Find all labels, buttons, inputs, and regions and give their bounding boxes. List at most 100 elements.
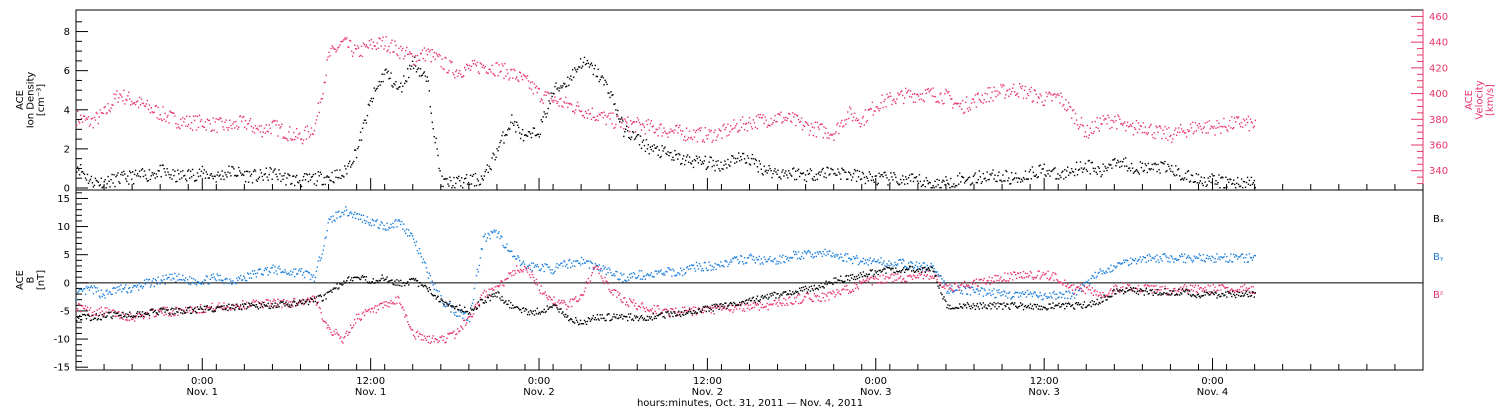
bz-point — [1213, 289, 1215, 291]
bz-point — [635, 308, 638, 310]
velocity-point — [1107, 114, 1109, 116]
density-point — [103, 181, 105, 183]
density-point — [915, 176, 918, 178]
velocity-point — [254, 125, 257, 127]
bz-point — [1074, 288, 1077, 290]
velocity-point — [1143, 131, 1145, 134]
velocity-point — [1108, 116, 1110, 119]
bz-point — [92, 314, 95, 316]
velocity-point — [509, 77, 511, 79]
by-point — [297, 272, 299, 275]
density-point — [1123, 158, 1125, 160]
bz-point — [670, 308, 672, 310]
by-point — [775, 263, 777, 265]
velocity-point — [1151, 134, 1153, 136]
density-point — [292, 175, 294, 177]
by-point — [126, 291, 128, 293]
by-point — [1016, 292, 1019, 294]
by-point — [859, 260, 862, 262]
bz-point — [443, 336, 445, 338]
bz-point — [312, 300, 315, 302]
density-point — [861, 171, 864, 174]
by-point — [1227, 261, 1229, 263]
velocity-point — [498, 64, 500, 66]
density-point — [409, 68, 412, 70]
by-point — [170, 279, 172, 281]
velocity-point — [1148, 126, 1150, 129]
density-point — [870, 179, 872, 182]
bz-point — [1090, 292, 1092, 294]
density-point — [204, 177, 207, 179]
bz-point — [274, 300, 276, 302]
bz-point — [518, 270, 520, 272]
velocity-point — [137, 106, 140, 109]
velocity-point — [774, 114, 776, 117]
bz-point — [447, 332, 449, 335]
density-point — [959, 172, 961, 174]
velocity-point — [755, 115, 758, 117]
bz-point — [152, 308, 154, 310]
bz-point — [541, 293, 543, 295]
density-point — [1168, 165, 1170, 168]
velocity-point — [1071, 109, 1074, 112]
by-point — [101, 295, 103, 298]
bz-point — [1009, 277, 1011, 280]
density-point — [930, 187, 932, 189]
bz-point — [875, 277, 877, 280]
velocity-point — [1159, 125, 1161, 127]
density-point — [679, 154, 681, 156]
bz-point — [437, 341, 439, 344]
density-point — [597, 68, 599, 71]
bx-point — [112, 315, 114, 317]
velocity-tick-label: 340 — [1429, 166, 1448, 177]
velocity-point — [761, 116, 763, 119]
velocity-point — [140, 98, 143, 100]
by-point — [909, 261, 912, 263]
by-point — [442, 302, 444, 305]
bz-point — [474, 303, 477, 306]
bz-point — [595, 265, 597, 267]
velocity-point — [236, 125, 238, 127]
bz-point — [348, 331, 350, 334]
density-point — [862, 173, 865, 175]
bz-point — [593, 268, 595, 270]
density-point — [704, 155, 706, 158]
velocity-point — [876, 106, 878, 108]
density-point — [1119, 166, 1121, 168]
by-point — [459, 315, 461, 317]
density-point — [749, 164, 752, 166]
velocity-point — [892, 99, 894, 102]
velocity-point — [568, 102, 570, 105]
by-point — [726, 261, 728, 263]
density-point — [726, 167, 728, 169]
velocity-point — [968, 106, 971, 109]
bz-point — [968, 286, 971, 288]
density-point — [593, 68, 595, 70]
density-point — [465, 174, 468, 176]
velocity-point — [934, 96, 936, 98]
velocity-point — [1070, 106, 1072, 108]
by-point — [802, 257, 805, 259]
density-point — [1213, 175, 1215, 177]
velocity-point — [616, 115, 618, 118]
bz-point — [421, 334, 424, 336]
density-point — [308, 173, 311, 175]
velocity-point — [924, 89, 926, 91]
density-point — [916, 180, 919, 182]
density-point — [120, 173, 122, 176]
bz-point — [478, 303, 481, 306]
bz-point — [1186, 292, 1189, 294]
density-point — [794, 178, 796, 181]
by-point — [477, 271, 480, 273]
bz-point — [1070, 285, 1072, 287]
bz-point — [507, 277, 509, 280]
density-point — [585, 62, 588, 65]
bz-point — [642, 306, 645, 308]
velocity-point — [677, 132, 679, 134]
bz-point — [781, 304, 783, 307]
by-point — [811, 253, 814, 256]
density-point — [235, 174, 237, 177]
bz-point — [142, 317, 145, 320]
by-point — [306, 270, 309, 273]
density-point — [278, 169, 280, 171]
